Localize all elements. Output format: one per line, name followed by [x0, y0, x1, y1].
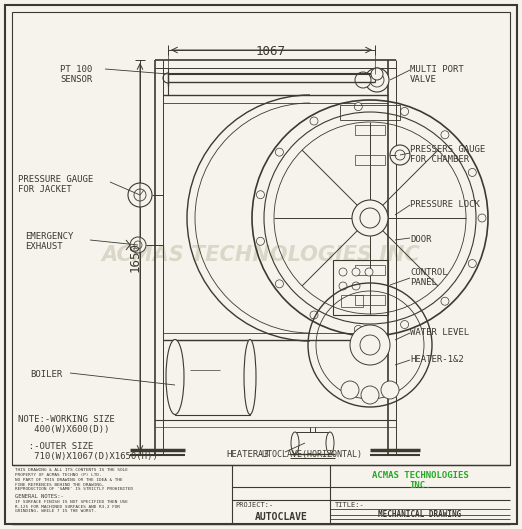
Circle shape: [256, 191, 265, 199]
Circle shape: [400, 107, 409, 115]
Circle shape: [341, 381, 359, 399]
Bar: [12, 12, 510, 465]
Circle shape: [339, 282, 347, 290]
Text: PROJECT:-: PROJECT:-: [235, 502, 273, 508]
Text: EMERGENCY: EMERGENCY: [25, 232, 74, 241]
Circle shape: [310, 311, 318, 319]
Text: 1650: 1650: [128, 242, 141, 272]
Text: MULTI PORT: MULTI PORT: [410, 65, 464, 74]
Circle shape: [371, 68, 383, 80]
Circle shape: [400, 321, 409, 329]
Text: BOILER: BOILER: [30, 370, 62, 379]
Circle shape: [352, 200, 388, 236]
Bar: [355, 125, 385, 135]
Text: FOR CHAMBER: FOR CHAMBER: [410, 155, 469, 164]
Circle shape: [352, 282, 360, 290]
Circle shape: [276, 148, 283, 156]
Text: 1067: 1067: [256, 45, 286, 58]
Text: ACMAS TECHNOLOGIES INC: ACMAS TECHNOLOGIES INC: [102, 245, 420, 265]
Bar: [355, 265, 385, 275]
Circle shape: [365, 68, 389, 92]
Text: PANEL: PANEL: [410, 278, 437, 287]
Text: PRESSURE GAUGE: PRESSURE GAUGE: [18, 175, 93, 184]
Text: NO PART OF THIS DRAWING OR THE IDEA & THE
FINE REFRENCES BEHIND THE DRAWING,
REP: NO PART OF THIS DRAWING OR THE IDEA & TH…: [15, 478, 133, 491]
Text: THIS DRAWING & ALL ITS CONTENTS IS THE SOLE
PROPERTY OF ACMAS TECHNO (P) LTD.: THIS DRAWING & ALL ITS CONTENTS IS THE S…: [15, 468, 128, 477]
Text: FOR JACKET: FOR JACKET: [18, 185, 72, 194]
Circle shape: [276, 280, 283, 288]
Text: WATER LEVEL: WATER LEVEL: [410, 328, 469, 337]
Circle shape: [355, 72, 371, 88]
Circle shape: [354, 325, 362, 333]
Text: PRESSURE LOCK: PRESSURE LOCK: [410, 200, 480, 209]
Circle shape: [365, 268, 373, 276]
Circle shape: [352, 268, 360, 276]
Text: VALVE: VALVE: [410, 75, 437, 84]
Circle shape: [441, 131, 449, 139]
Circle shape: [354, 103, 362, 111]
Bar: [295, 432, 330, 454]
Text: :-OUTER SIZE: :-OUTER SIZE: [18, 442, 93, 451]
Ellipse shape: [244, 340, 256, 415]
Circle shape: [310, 117, 318, 125]
Bar: [333, 260, 388, 315]
Circle shape: [468, 260, 476, 268]
Circle shape: [350, 325, 390, 365]
Text: CONTROL: CONTROL: [410, 268, 448, 277]
Text: EXHAUST: EXHAUST: [25, 242, 63, 251]
Text: AUTOCLAVE(HORIZONTAL): AUTOCLAVE(HORIZONTAL): [257, 450, 362, 459]
Text: MECHANICAL DRAWING: MECHANICAL DRAWING: [378, 510, 461, 519]
Bar: [175, 340, 250, 415]
Circle shape: [128, 183, 152, 207]
Text: DOOR: DOOR: [410, 235, 432, 244]
Circle shape: [361, 386, 379, 404]
Circle shape: [390, 145, 410, 165]
Ellipse shape: [166, 340, 184, 415]
Ellipse shape: [326, 432, 334, 454]
Circle shape: [256, 238, 265, 245]
Ellipse shape: [291, 432, 299, 454]
Text: 400(W)X600(D)): 400(W)X600(D)): [18, 425, 110, 434]
Bar: [355, 155, 385, 165]
Bar: [355, 295, 385, 305]
Text: AUTOCLAVE: AUTOCLAVE: [255, 512, 307, 522]
Text: HEATER-3: HEATER-3: [227, 450, 269, 459]
Text: PRESSERS GAUGE: PRESSERS GAUGE: [410, 145, 485, 154]
Text: PT 100: PT 100: [60, 65, 92, 74]
Circle shape: [441, 297, 449, 305]
Text: TITLE:-: TITLE:-: [335, 502, 365, 508]
Bar: [341, 295, 363, 307]
Circle shape: [130, 237, 146, 253]
Bar: [340, 105, 400, 120]
Circle shape: [478, 214, 486, 222]
Circle shape: [468, 168, 476, 177]
Circle shape: [381, 381, 399, 399]
Text: ACMAS TECHNOLOGIES
INC.: ACMAS TECHNOLOGIES INC.: [372, 471, 468, 490]
Text: HEATER-1&2: HEATER-1&2: [410, 355, 464, 364]
Text: NOTE:-WORKING SIZE: NOTE:-WORKING SIZE: [18, 415, 115, 424]
Text: 710(W)X1067(D)X1650(H)): 710(W)X1067(D)X1650(H)): [18, 452, 158, 461]
Text: GENERAL NOTES:-: GENERAL NOTES:-: [15, 494, 64, 499]
Text: SENSOR: SENSOR: [60, 75, 92, 84]
Circle shape: [339, 268, 347, 276]
Text: IF SURFACE FINISH IS NOT SPECIFIED THEN USE
R.125 FOR MACHINED SURFACES AND R3.2: IF SURFACE FINISH IS NOT SPECIFIED THEN …: [15, 500, 128, 513]
